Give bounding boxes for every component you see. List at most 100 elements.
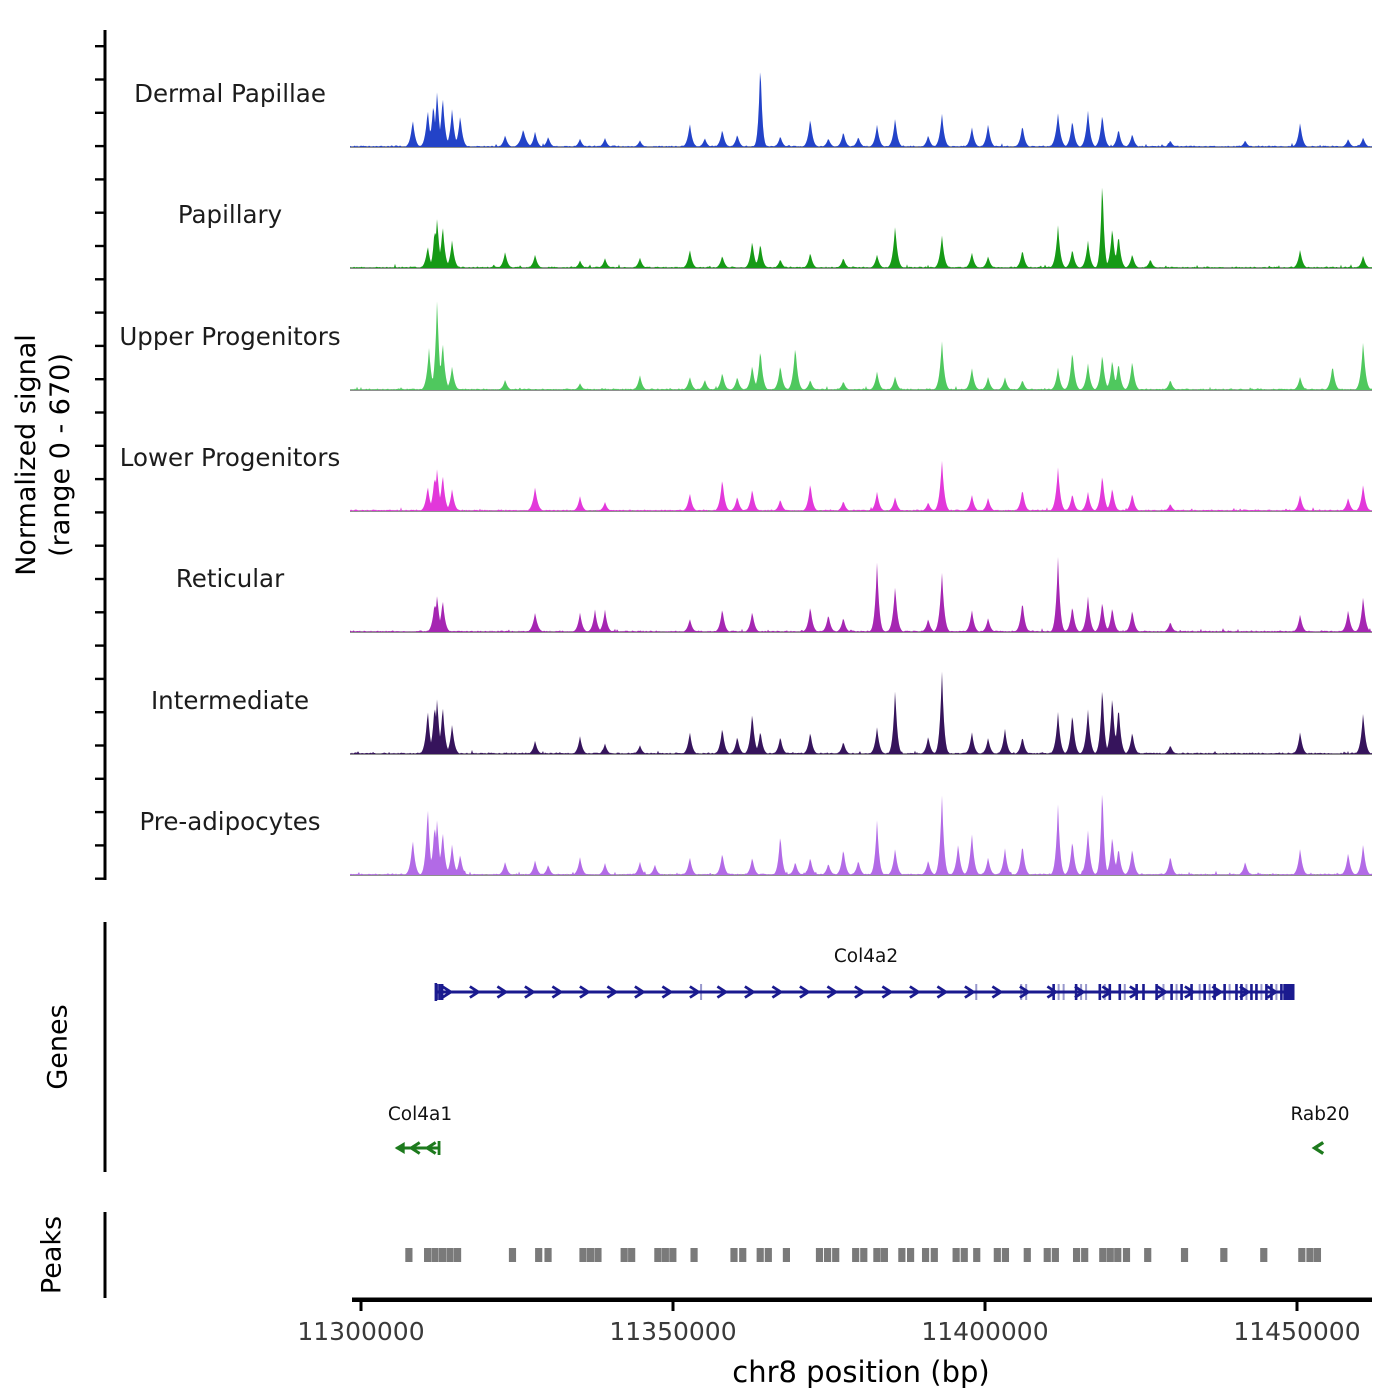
peak-interval bbox=[535, 1248, 543, 1262]
x-axis-line bbox=[352, 1297, 1372, 1302]
peak-interval bbox=[690, 1248, 698, 1262]
x-tick-label: 11400000 bbox=[921, 1317, 1049, 1346]
peak-interval bbox=[1180, 1248, 1189, 1262]
y-axis-title-line1: Normalized signal bbox=[11, 334, 42, 576]
signal-axis-tick bbox=[95, 877, 104, 880]
gene-start-tick bbox=[437, 1141, 441, 1155]
peak-interval bbox=[1114, 1248, 1122, 1262]
strand-arrow-right bbox=[441, 985, 454, 999]
peak-interval bbox=[424, 1248, 432, 1262]
peak-interval bbox=[669, 1248, 677, 1262]
strand-arrow-right bbox=[496, 985, 509, 999]
strand-arrow-right bbox=[1046, 985, 1059, 999]
peak-interval bbox=[1298, 1248, 1306, 1262]
x-axis-tick bbox=[671, 1302, 675, 1311]
signal-axis-tick bbox=[95, 511, 104, 514]
peaks-axis-line bbox=[103, 1212, 107, 1298]
strand-arrow-right bbox=[1074, 985, 1086, 999]
track-label-reticular: Reticular bbox=[175, 564, 285, 593]
strand-arrow-right bbox=[964, 985, 976, 999]
signal-axis-tick bbox=[95, 211, 104, 214]
peak-interval bbox=[405, 1248, 413, 1262]
exon-tick bbox=[1240, 984, 1243, 1000]
peak-interval bbox=[1043, 1248, 1051, 1262]
exon-tick bbox=[1170, 984, 1173, 1000]
signal-axis-tick bbox=[95, 777, 104, 780]
strand-arrow-right bbox=[909, 985, 921, 999]
peak-interval bbox=[993, 1248, 1001, 1262]
strand-arrow-right bbox=[881, 985, 894, 999]
exon-tick bbox=[438, 984, 441, 1000]
peak-interval bbox=[544, 1248, 552, 1262]
peak-interval bbox=[654, 1248, 662, 1262]
signal-area-lower-progenitors bbox=[350, 460, 1372, 511]
strand-arrow-right bbox=[524, 985, 536, 999]
peak-interval bbox=[832, 1248, 840, 1262]
peak-interval bbox=[930, 1248, 938, 1262]
exon-tick bbox=[1265, 984, 1268, 1000]
peaks-axis-title: Peaks bbox=[36, 1215, 68, 1295]
signal-axis-tick bbox=[95, 311, 104, 314]
exon-tick-light bbox=[1123, 984, 1126, 1000]
exon-tick-light bbox=[1175, 984, 1178, 1000]
peak-interval bbox=[1106, 1248, 1114, 1262]
signal-axis-tick bbox=[95, 711, 104, 714]
exon-tick-light bbox=[1085, 984, 1088, 1000]
strand-arrow-right bbox=[799, 985, 811, 999]
exon-tick-light bbox=[975, 984, 978, 1000]
strand-arrow-right bbox=[744, 985, 756, 999]
exon-tick bbox=[1213, 984, 1216, 1000]
peak-interval bbox=[586, 1248, 595, 1262]
signal-area-papillary bbox=[350, 187, 1372, 268]
peak-interval bbox=[973, 1248, 981, 1262]
peak-interval bbox=[1144, 1248, 1152, 1262]
x-tick-label: 11350000 bbox=[609, 1317, 737, 1346]
exon-tick-light bbox=[1062, 984, 1065, 1000]
peak-interval bbox=[431, 1248, 439, 1262]
strand-arrow-right bbox=[771, 985, 784, 999]
exon-tick bbox=[1074, 984, 1078, 1000]
peak-interval bbox=[628, 1248, 636, 1262]
strand-arrow-right bbox=[991, 985, 1004, 999]
strand-arrow-right bbox=[826, 985, 839, 999]
peak-interval bbox=[620, 1248, 628, 1262]
peak-interval bbox=[1081, 1248, 1089, 1262]
signal-axis-tick bbox=[95, 144, 104, 148]
strand-arrow-right bbox=[1019, 985, 1031, 999]
exon-tick-light bbox=[1198, 984, 1201, 1000]
peak-interval bbox=[579, 1248, 587, 1262]
peak-interval bbox=[852, 1248, 860, 1262]
peak-interval bbox=[860, 1248, 868, 1262]
peak-interval bbox=[446, 1248, 454, 1262]
exon-tick bbox=[1223, 984, 1226, 1000]
signal-axis-tick bbox=[95, 344, 104, 348]
exon-tick-light bbox=[700, 984, 703, 1000]
signal-axis-tick bbox=[95, 244, 104, 248]
y-axis-title: Normalized signal (range 0 - 670) bbox=[10, 334, 78, 576]
exon-tick bbox=[1098, 984, 1102, 1000]
peak-interval bbox=[1099, 1248, 1107, 1262]
peak-interval bbox=[764, 1248, 772, 1262]
strand-arrow-right bbox=[936, 985, 949, 999]
exon-tick bbox=[1142, 984, 1145, 1000]
peak-interval bbox=[873, 1248, 881, 1262]
signal-axis-tick bbox=[95, 844, 104, 847]
exon-tick bbox=[1255, 984, 1258, 1000]
signal-area-pre-adipocytes bbox=[350, 794, 1372, 875]
signal-axis-tick bbox=[95, 411, 104, 414]
strand-arrow-left bbox=[1311, 1141, 1325, 1155]
peak-interval bbox=[898, 1248, 906, 1262]
peak-interval bbox=[756, 1248, 764, 1262]
strand-arrow-left bbox=[424, 1141, 437, 1155]
strand-arrow-right bbox=[854, 985, 866, 999]
peak-interval bbox=[453, 1248, 462, 1262]
exon-tick bbox=[1250, 984, 1253, 1000]
signal-axis-tick bbox=[95, 444, 104, 447]
peak-interval bbox=[880, 1248, 888, 1262]
peak-interval bbox=[439, 1248, 447, 1262]
signal-axis-tick bbox=[95, 644, 104, 647]
peak-interval bbox=[1072, 1248, 1081, 1262]
exon-tick-light bbox=[1260, 984, 1263, 1000]
track-label-upper-progenitors: Upper Progenitors bbox=[119, 322, 341, 351]
peak-interval bbox=[508, 1248, 517, 1262]
